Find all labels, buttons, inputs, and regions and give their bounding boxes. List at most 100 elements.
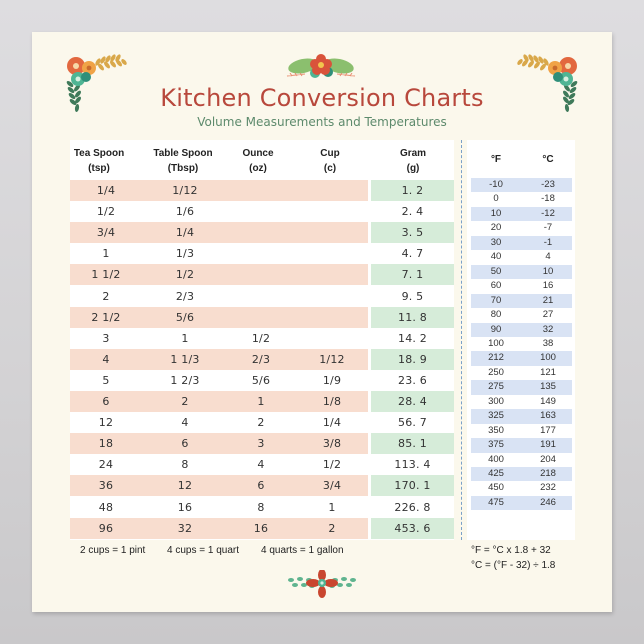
- header-tsp-line1: Tea Spoon: [73, 148, 125, 159]
- table-row: 18 6 3 3/8 85. 1: [70, 433, 454, 455]
- cell-celsius: -18: [541, 193, 555, 205]
- cell-g: 4. 7: [401, 247, 424, 261]
- cell-celsius: 135: [540, 381, 556, 393]
- cell-cup: 1/9: [322, 373, 342, 387]
- temperature-row: 400 204: [471, 453, 572, 467]
- cell-fahrenheit: 450: [488, 482, 504, 494]
- cell-tbsp: 1 1/3: [170, 352, 200, 366]
- cell-celsius: 27: [542, 309, 554, 321]
- row-highlight: [70, 433, 368, 455]
- cell-g: 3. 5: [401, 226, 424, 240]
- cell-cup: 2: [328, 521, 336, 535]
- cell-tsp: 4: [102, 352, 110, 366]
- table-row: 2 1/2 5/6 11. 8: [70, 306, 454, 328]
- cell-g: 11. 8: [398, 310, 427, 324]
- cell-tsp: 36: [98, 479, 114, 493]
- cell-tbsp: 1/12: [172, 184, 198, 197]
- cell-celsius: 16: [542, 280, 554, 292]
- dashed-divider: [461, 140, 462, 540]
- header-tsp-line2: (tsp): [88, 163, 110, 174]
- temperature-row: 325 163: [471, 409, 572, 424]
- row-highlight: [70, 348, 368, 370]
- cell-g: 14. 2: [398, 331, 427, 345]
- cell-tsp: 1/4: [96, 184, 116, 197]
- cell-tbsp: 2: [181, 395, 189, 408]
- cell-celsius: 121: [540, 366, 556, 378]
- header-tbsp: Table Spoon (Tbsp): [145, 146, 221, 178]
- cell-oz: 8: [257, 500, 265, 514]
- cell-tbsp: 1 2/3: [170, 373, 200, 387]
- page-title: Kitchen Conversion Charts: [160, 84, 484, 112]
- cell-fahrenheit: 30: [490, 236, 502, 248]
- temperature-row: 375 191: [471, 438, 572, 453]
- cell-tsp: 6: [102, 395, 110, 408]
- cell-tsp: 18: [98, 437, 114, 451]
- temperature-row: 300 149: [471, 395, 572, 409]
- cell-cup: [294, 201, 370, 222]
- table-row: 96 32 16 2 453. 6: [70, 517, 454, 539]
- cell-celsius: -23: [541, 179, 555, 190]
- header-tbsp-line1: Table Spoon: [153, 148, 213, 159]
- cell-oz: [228, 307, 294, 328]
- cell-cup: [294, 243, 370, 264]
- table-row: 1 1/2 1/2 7. 1: [70, 264, 454, 286]
- cell-g: 113. 4: [394, 458, 431, 472]
- note-cups-pint: 2 cups = 1 pint: [80, 545, 146, 556]
- cell-celsius: 149: [540, 395, 556, 407]
- row-highlight: [70, 222, 368, 244]
- cell-cup: 3/8: [322, 437, 342, 451]
- temperature-row: 40 4: [471, 250, 572, 264]
- cell-tsp: 1 1/2: [91, 268, 121, 282]
- cell-oz: [228, 222, 294, 243]
- cell-tbsp: 6: [181, 437, 189, 451]
- temperature-row: 350 177: [471, 424, 572, 438]
- row-highlight: [70, 180, 368, 201]
- cell-tsp: 3/4: [96, 226, 116, 240]
- table-row: 1/2 1/6 2. 4: [70, 201, 454, 222]
- top-right-floral-corner-icon: [517, 54, 578, 112]
- cell-tbsp: 1/2: [175, 268, 195, 282]
- gram-highlight: [371, 306, 454, 328]
- cell-celsius: 218: [540, 468, 556, 479]
- gram-highlight: [371, 433, 454, 455]
- cell-tbsp: 4: [181, 416, 189, 430]
- cell-fahrenheit: 40: [490, 251, 502, 263]
- temperature-row: 60 16: [471, 279, 572, 293]
- cell-celsius: 38: [542, 337, 554, 349]
- temperature-row: 212 100: [471, 351, 572, 366]
- temperature-row: 50 10: [471, 264, 572, 280]
- cell-fahrenheit: 250: [488, 366, 504, 378]
- cell-fahrenheit: -10: [489, 179, 503, 190]
- cell-g: 226. 8: [394, 500, 431, 514]
- gram-highlight: [371, 180, 454, 201]
- cell-tsp: 96: [98, 521, 114, 535]
- header-cup-line1: Cup: [320, 148, 340, 159]
- temperature-row: 425 218: [471, 467, 572, 482]
- gram-highlight: [371, 517, 454, 539]
- top-left-floral-corner-icon: [66, 54, 127, 112]
- cell-cup: 1/12: [319, 352, 345, 366]
- cell-celsius: 191: [540, 439, 556, 451]
- cell-cup: 3/4: [322, 479, 342, 493]
- cell-oz: [228, 201, 294, 222]
- table-row: 24 8 4 1/2 113. 4: [70, 454, 454, 475]
- cell-cup: [294, 180, 370, 201]
- cell-tsp: 3: [102, 331, 110, 345]
- cell-tbsp: 12: [177, 479, 193, 493]
- temperature-row: -10 -23: [471, 178, 572, 193]
- header-gram-line2: (g): [406, 163, 420, 174]
- cell-fahrenheit: 475: [488, 496, 504, 508]
- cell-g: 453. 6: [394, 521, 431, 535]
- temperature-row: 100 38: [471, 337, 572, 351]
- row-highlight: [70, 306, 368, 328]
- cell-g: 2. 4: [401, 205, 424, 219]
- cell-fahrenheit: 275: [488, 381, 504, 393]
- cell-fahrenheit: 212: [488, 352, 504, 364]
- cell-g: 9. 5: [401, 289, 424, 303]
- cell-oz: [228, 180, 294, 201]
- cell-tbsp: 5/6: [175, 310, 195, 324]
- cell-celsius: 100: [540, 352, 556, 364]
- cell-tsp: 2 1/2: [91, 310, 121, 324]
- header-oz-line1: Ounce: [242, 148, 274, 159]
- gram-highlight: [371, 222, 454, 244]
